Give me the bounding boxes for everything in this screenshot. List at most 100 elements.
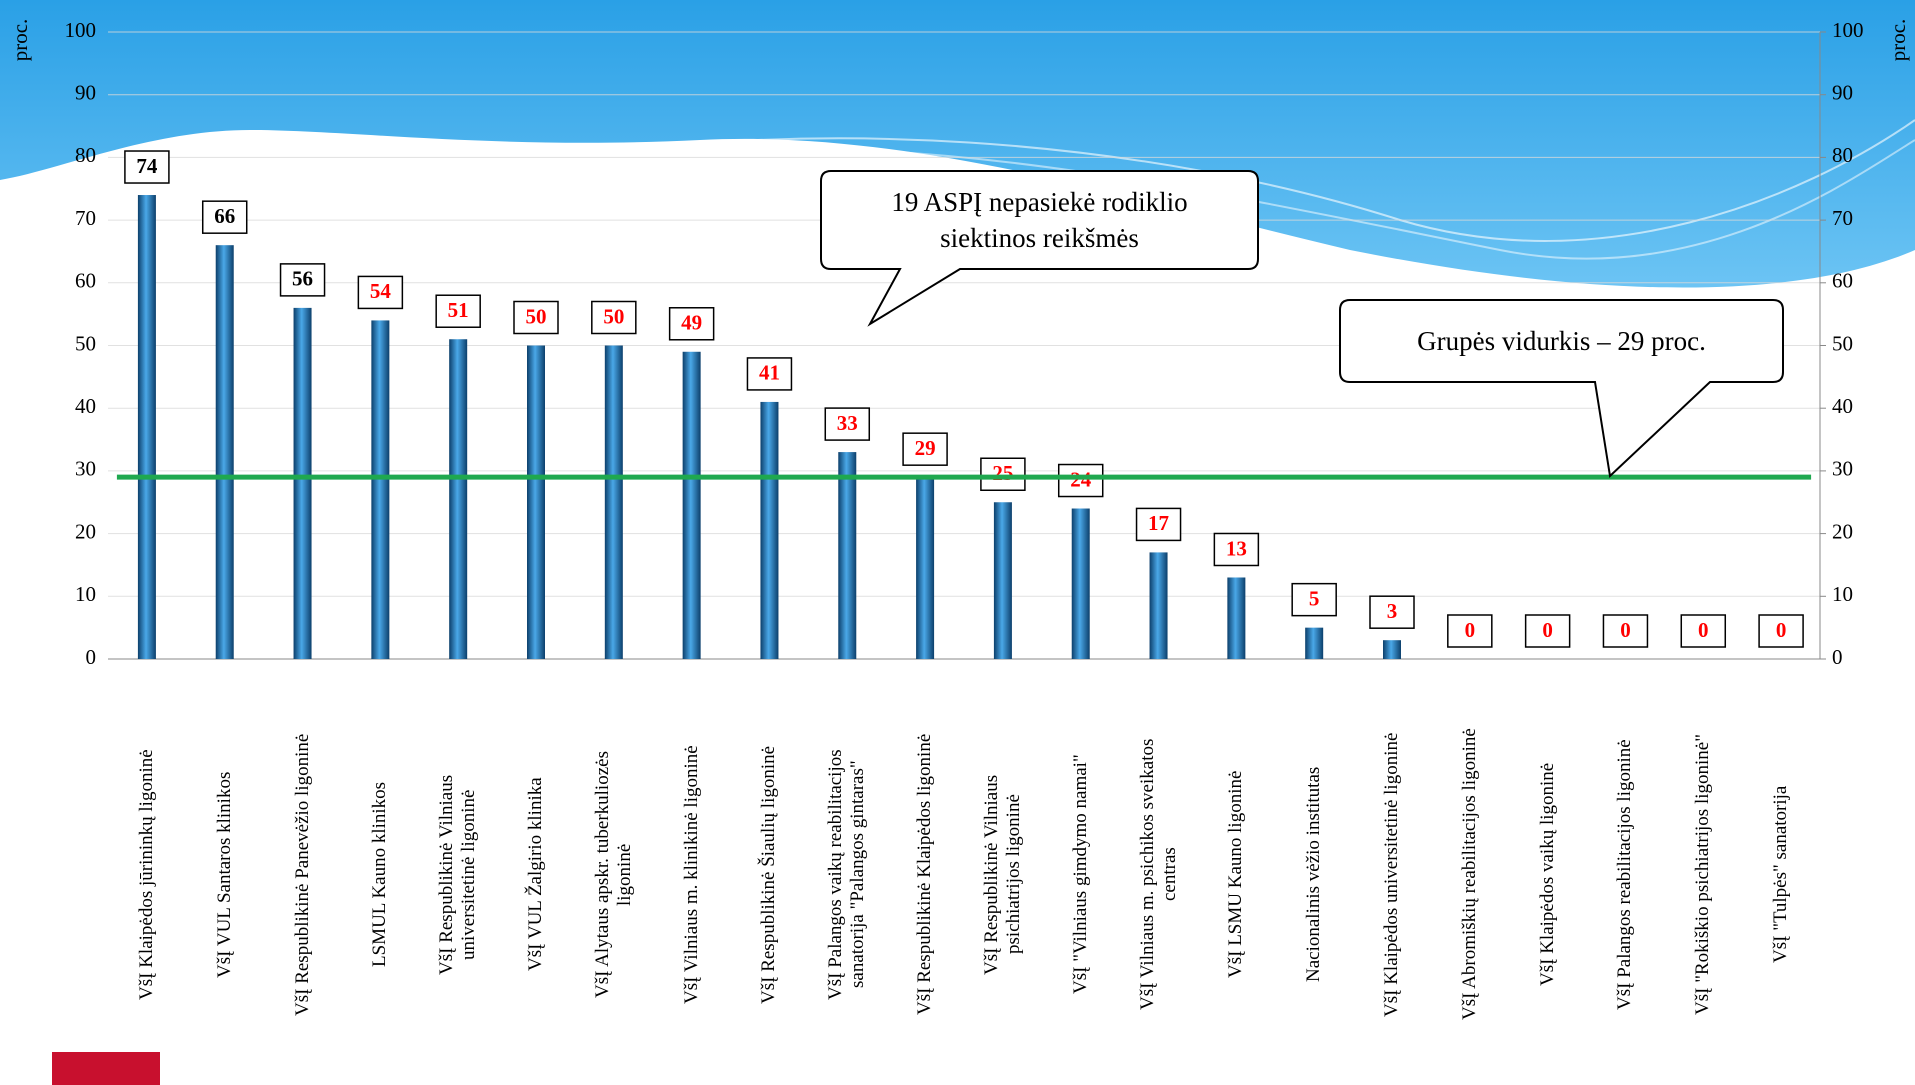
x-tick-label: VšĮ Respublikinė Klaipėdos ligoninė (914, 733, 936, 1016)
y2-tick-label: 0 (1832, 645, 1843, 669)
value-label-box (1369, 595, 1415, 629)
callout-shape (820, 170, 1259, 327)
bar (1149, 552, 1168, 659)
value-label-box (902, 432, 948, 466)
x-tick-label: VšĮ Palangos vaikų reabilitacijos sanato… (825, 749, 869, 1000)
y2-tick-label: 60 (1832, 269, 1853, 293)
value-label: 41 (759, 361, 780, 385)
value-label-box (1680, 614, 1727, 648)
value-label-box (513, 300, 559, 335)
x-tick-label: VšĮ Klaipėdos jūrininkų ligoninė (135, 749, 157, 1000)
value-label-box (1447, 614, 1493, 648)
y-tick-label: 60 (75, 269, 96, 293)
value-label-box (279, 263, 326, 297)
value-label: 50 (603, 304, 624, 328)
y-tick-label: 20 (75, 519, 96, 543)
y-tick-label: 100 (65, 18, 97, 42)
x-tick-label: VšĮ Respublikinė Panevėžio ligoninė (291, 733, 313, 1016)
bar (137, 195, 156, 659)
annotation: 19 ASPĮ nepasiekė rodiklio siektinos rei… (891, 187, 1188, 253)
x-tick-label: VšĮ "Tulpės" sanatorija (1770, 785, 1792, 964)
x-tick-label: VšĮ VUL Žalgirio klinika (525, 777, 546, 972)
y-tick-label: 40 (75, 394, 96, 418)
y2-tick-label: 10 (1832, 582, 1853, 606)
x-tick-label: VšĮ Respublikinė Vilniaus psichiatrijos … (980, 774, 1024, 975)
y2-tick-label: 80 (1832, 143, 1853, 167)
x-tick-label: VšĮ Alytaus apskr. tuberkuliozės ligonin… (591, 751, 635, 998)
y2-tick-label: 50 (1832, 331, 1853, 355)
y-axis-label: proc. (8, 19, 32, 62)
bar (449, 339, 468, 659)
value-label: 0 (1542, 618, 1553, 642)
x-tick-label: VšĮ Vilniaus m. psichikos sveikatos cent… (1136, 738, 1180, 1011)
y-tick-label: 50 (75, 331, 96, 355)
bar (993, 502, 1012, 659)
x-tick-label: VšĮ Vilniaus m. klinikinė ligoninė (680, 745, 702, 1004)
y-tick-label: 80 (75, 143, 96, 167)
x-tick-label: VšĮ Klaipėdos universitetinė ligoninė (1381, 732, 1402, 1017)
bar (1383, 640, 1401, 659)
x-tick-label: Nacionalinis vėžio institutas (1303, 766, 1325, 983)
y-tick-label: 10 (75, 582, 96, 606)
value-label: 17 (1148, 511, 1169, 535)
value-label-box (1524, 614, 1571, 648)
bar (527, 345, 545, 659)
bar (682, 351, 701, 659)
value-label-box (435, 294, 481, 328)
value-label-box (824, 407, 871, 441)
y2-tick-label: 40 (1832, 394, 1853, 418)
value-label: 13 (1226, 536, 1247, 560)
value-label-box (1135, 507, 1182, 542)
bar (1071, 508, 1090, 659)
y-tick-label: 0 (86, 645, 97, 669)
value-label: 33 (837, 411, 858, 435)
value-label-box (201, 200, 248, 234)
value-label: 0 (1698, 618, 1709, 642)
background-curve (599, 139, 1915, 260)
x-tick-label: VšĮ "Vilniaus gimdymo namai" (1069, 754, 1091, 995)
value-label-box (357, 275, 404, 310)
y-tick-label: 90 (75, 81, 96, 105)
value-label: 3 (1387, 599, 1398, 623)
value-label-box (1758, 614, 1804, 648)
value-label: 66 (214, 204, 235, 228)
value-label: 51 (448, 298, 469, 322)
x-tick-label: VšĮ LSMU Kauno ligoninė (1225, 770, 1247, 979)
value-label-box (591, 300, 637, 335)
value-label-box (1602, 614, 1649, 648)
x-tick-label: VšĮ Palangos reabilitacijos ligoninė (1614, 739, 1636, 1010)
value-label: 0 (1465, 618, 1476, 642)
value-label: 25 (992, 461, 1013, 485)
value-label-box (1291, 582, 1337, 617)
value-label: 0 (1776, 618, 1787, 642)
y-tick-label: 30 (75, 457, 96, 481)
value-label: 29 (915, 436, 936, 460)
background-curve (499, 119, 1915, 242)
value-label: 56 (292, 267, 313, 291)
bar (215, 245, 234, 659)
bar (1227, 577, 1246, 659)
x-tick-label: VšĮ VUL Santaros klinikos (213, 771, 235, 978)
value-label-box (746, 357, 793, 391)
bar (760, 401, 779, 659)
bar (838, 452, 857, 659)
value-label-box (668, 307, 715, 341)
callout-shape (1339, 299, 1784, 479)
bar (604, 345, 623, 659)
y2-tick-label: 90 (1832, 81, 1853, 105)
bar (293, 307, 312, 659)
value-label: 54 (370, 279, 392, 303)
value-label: 5 (1309, 586, 1320, 610)
x-tick-label: VšĮ Klaipėdos vaikų ligoninė (1536, 762, 1558, 987)
bar (371, 320, 390, 659)
value-label-box (1057, 463, 1104, 498)
x-tick-label: VšĮ "Rokiškio psichiatrijos ligoninė" (1692, 734, 1714, 1015)
x-tick-label: VšĮ Abromiškių reabilitacijos ligoninė (1458, 728, 1480, 1021)
bar (916, 477, 935, 659)
value-label: 0 (1620, 618, 1631, 642)
y2-tick-label: 30 (1832, 457, 1853, 481)
y2-axis-label: proc. (1886, 19, 1910, 62)
annotation: Grupės vidurkis – 29 proc. (1417, 326, 1706, 356)
